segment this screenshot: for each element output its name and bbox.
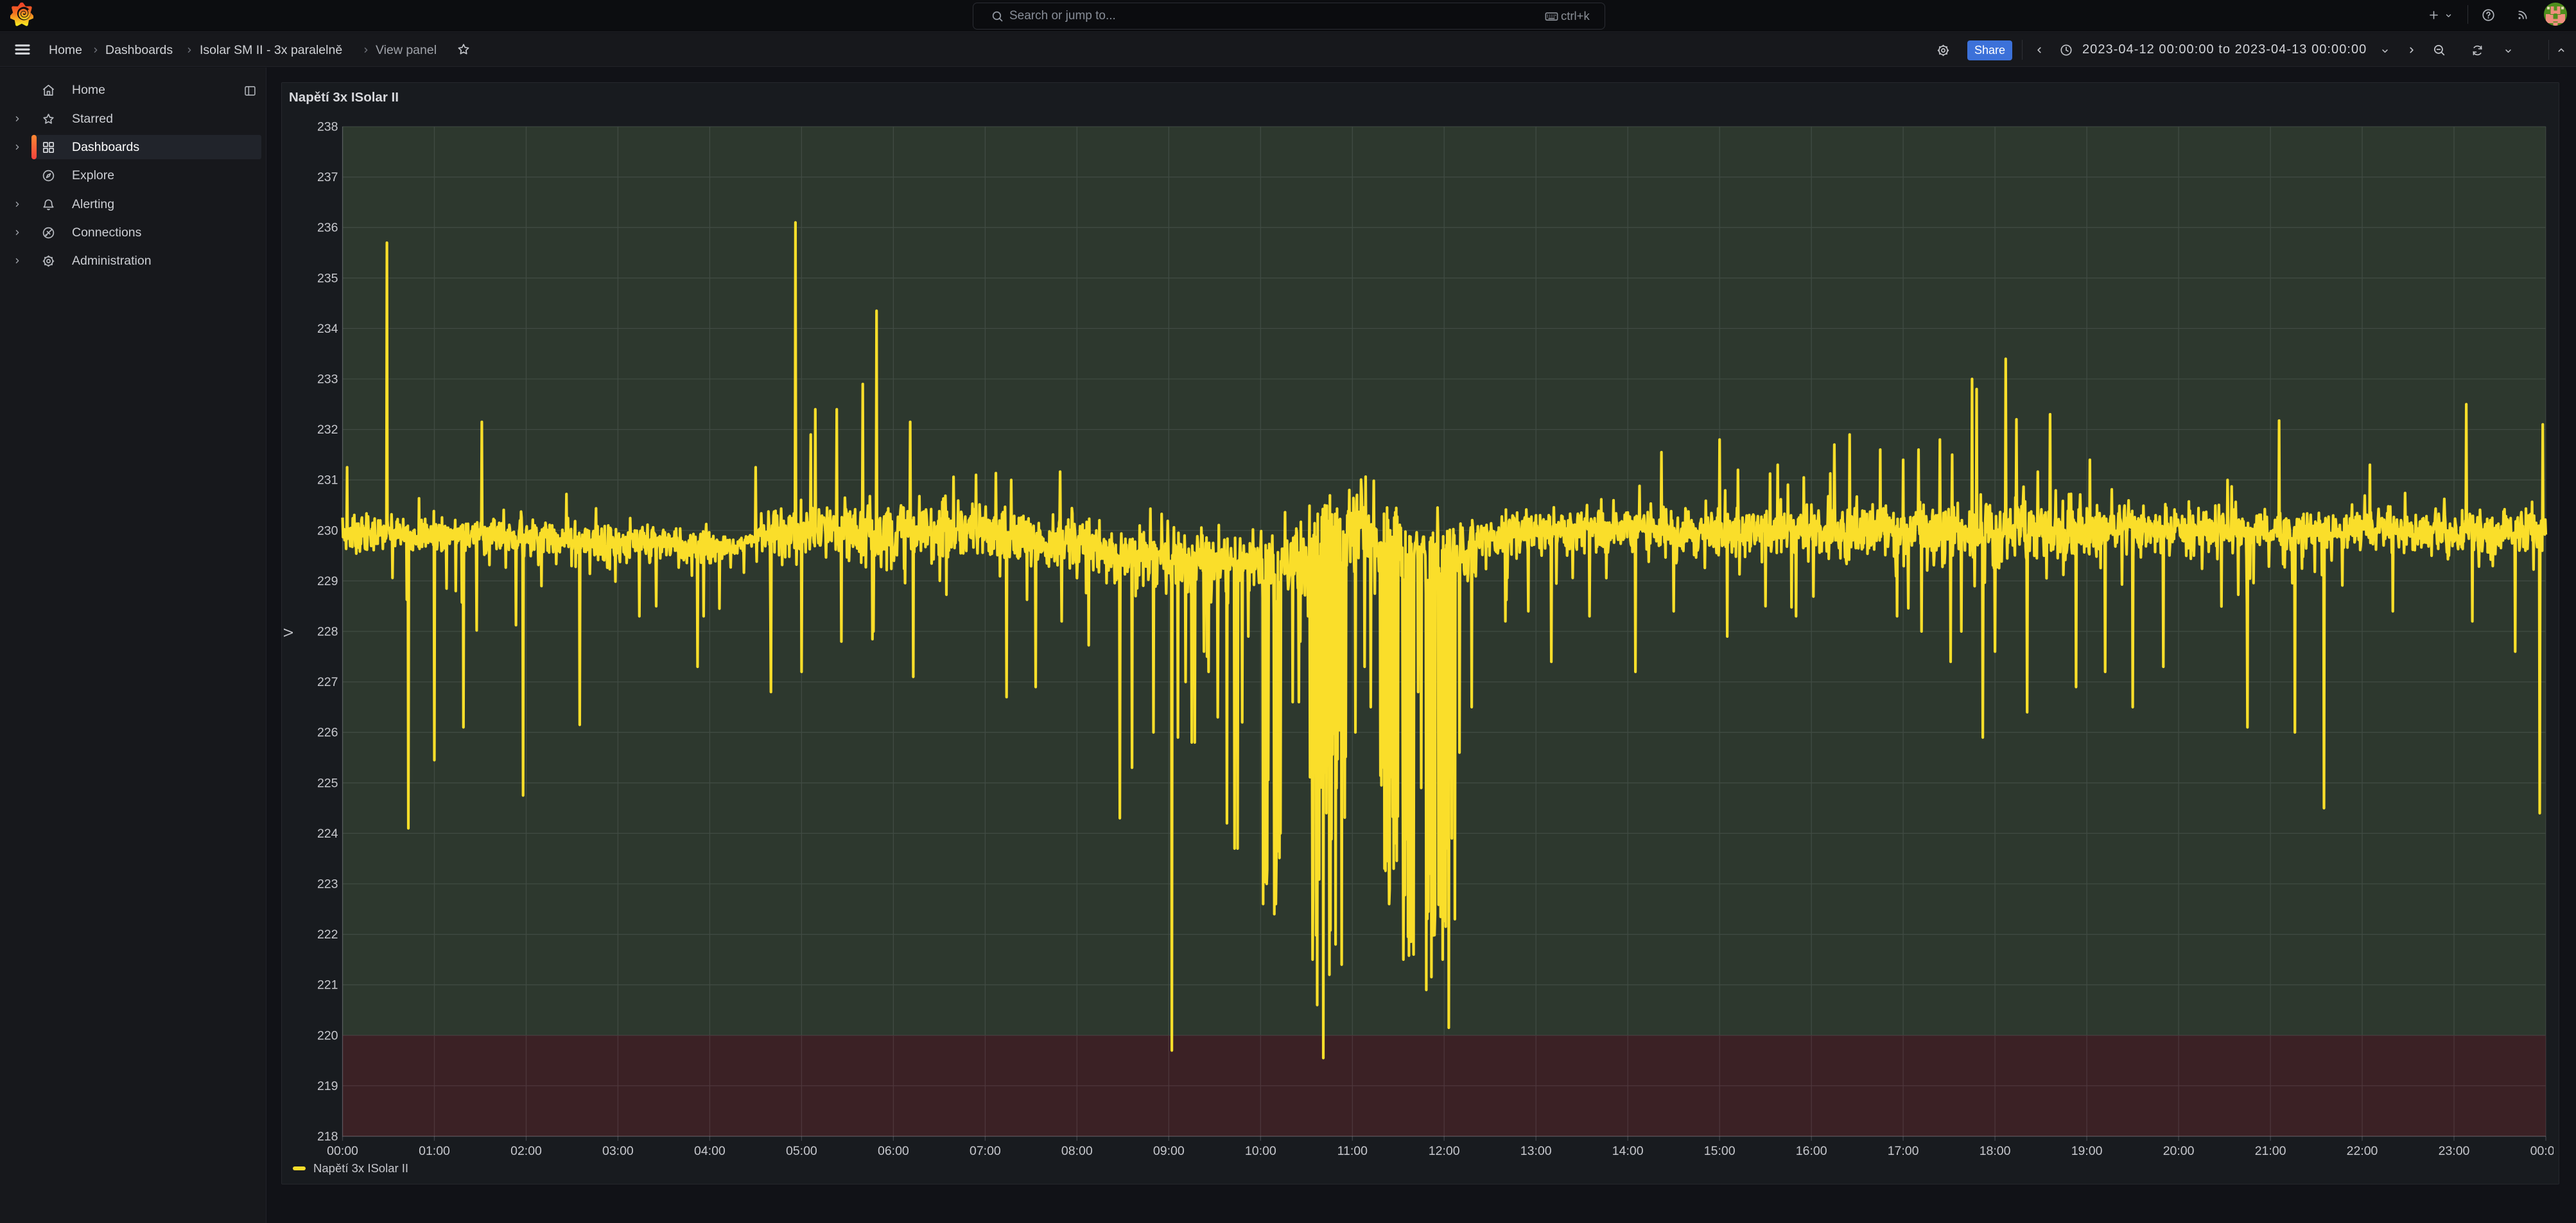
svg-text:21:00: 21:00 xyxy=(2255,1144,2286,1158)
svg-text:20:00: 20:00 xyxy=(2163,1144,2195,1158)
svg-text:18:00: 18:00 xyxy=(1980,1144,2011,1158)
svg-text:238: 238 xyxy=(317,120,338,134)
svg-text:225: 225 xyxy=(317,776,338,790)
svg-text:04:00: 04:00 xyxy=(694,1144,726,1158)
svg-text:221: 221 xyxy=(317,978,338,992)
svg-text:08:00: 08:00 xyxy=(1061,1144,1093,1158)
svg-text:237: 237 xyxy=(317,170,338,184)
svg-text:222: 222 xyxy=(317,928,338,942)
svg-text:234: 234 xyxy=(317,322,338,336)
svg-text:220: 220 xyxy=(317,1028,338,1043)
svg-text:22:00: 22:00 xyxy=(2347,1144,2378,1158)
svg-text:232: 232 xyxy=(317,423,338,437)
svg-text:06:00: 06:00 xyxy=(878,1144,909,1158)
svg-text:14:00: 14:00 xyxy=(1612,1144,1644,1158)
svg-text:16:00: 16:00 xyxy=(1796,1144,1827,1158)
svg-text:231: 231 xyxy=(317,473,338,488)
svg-text:235: 235 xyxy=(317,271,338,285)
svg-text:02:00: 02:00 xyxy=(510,1144,542,1158)
svg-text:219: 219 xyxy=(317,1079,338,1093)
svg-text:15:00: 15:00 xyxy=(1704,1144,1736,1158)
svg-text:10:00: 10:00 xyxy=(1245,1144,1276,1158)
svg-text:11:00: 11:00 xyxy=(1337,1144,1368,1158)
svg-text:17:00: 17:00 xyxy=(1888,1144,1919,1158)
svg-text:23:00: 23:00 xyxy=(2439,1144,2470,1158)
svg-text:07:00: 07:00 xyxy=(970,1144,1001,1158)
svg-text:09:00: 09:00 xyxy=(1153,1144,1185,1158)
svg-text:226: 226 xyxy=(317,726,338,740)
svg-text:224: 224 xyxy=(317,827,338,841)
svg-text:236: 236 xyxy=(317,221,338,235)
svg-text:223: 223 xyxy=(317,877,338,892)
svg-text:19:00: 19:00 xyxy=(2071,1144,2103,1158)
svg-text:00:00: 00:00 xyxy=(2530,1144,2554,1158)
svg-text:233: 233 xyxy=(317,373,338,387)
svg-text:227: 227 xyxy=(317,675,338,689)
svg-text:228: 228 xyxy=(317,625,338,639)
svg-text:230: 230 xyxy=(317,524,338,538)
svg-text:V: V xyxy=(282,628,296,637)
svg-text:12:00: 12:00 xyxy=(1429,1144,1460,1158)
svg-text:218: 218 xyxy=(317,1130,338,1144)
svg-text:01:00: 01:00 xyxy=(419,1144,450,1158)
svg-text:05:00: 05:00 xyxy=(786,1144,817,1158)
svg-text:03:00: 03:00 xyxy=(602,1144,634,1158)
svg-text:229: 229 xyxy=(317,574,338,588)
svg-text:13:00: 13:00 xyxy=(1520,1144,1552,1158)
svg-text:00:00: 00:00 xyxy=(327,1144,358,1158)
